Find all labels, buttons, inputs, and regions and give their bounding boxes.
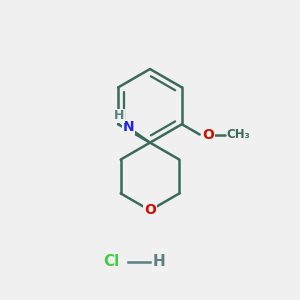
Text: O: O (202, 128, 214, 142)
Text: N: N (122, 120, 134, 134)
Text: Cl: Cl (103, 254, 120, 269)
Text: CH₃: CH₃ (227, 128, 250, 141)
Text: H: H (152, 254, 165, 269)
Text: O: O (144, 203, 156, 218)
Text: H: H (114, 109, 124, 122)
